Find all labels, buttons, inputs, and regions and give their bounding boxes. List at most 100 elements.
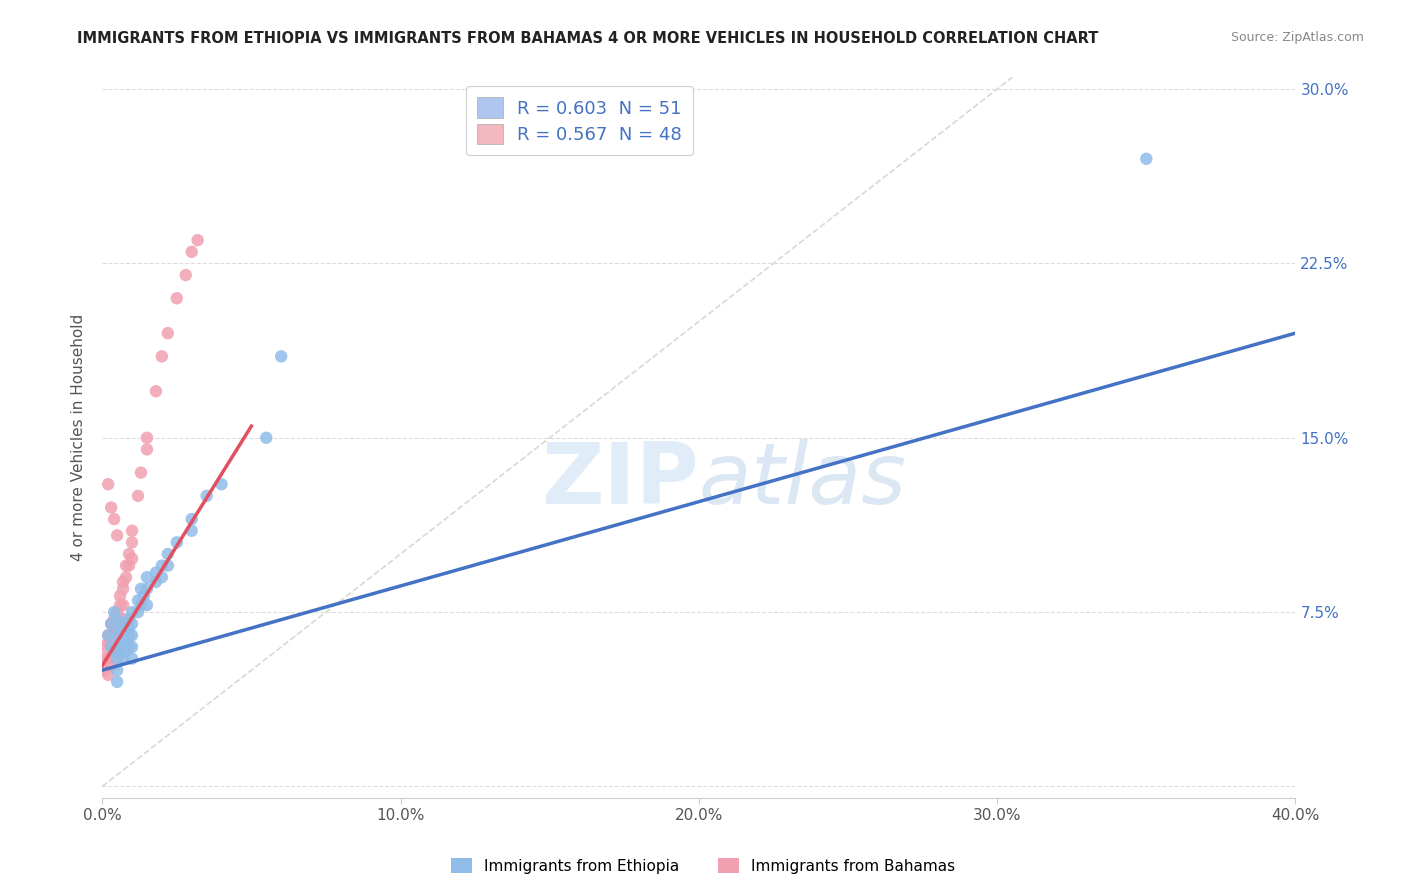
Point xyxy=(115,621,138,635)
Point xyxy=(180,244,202,259)
Point xyxy=(97,628,120,642)
Legend: R = 0.603  N = 51, R = 0.567  N = 48: R = 0.603 N = 51, R = 0.567 N = 48 xyxy=(467,87,693,155)
Point xyxy=(97,635,120,649)
Point xyxy=(105,628,128,642)
Point xyxy=(156,326,179,340)
Point xyxy=(112,574,135,589)
Point xyxy=(103,612,125,626)
Point xyxy=(105,528,128,542)
Point xyxy=(121,651,143,665)
Point xyxy=(121,524,143,538)
Point xyxy=(132,589,155,603)
Point xyxy=(112,582,135,596)
Point xyxy=(1135,152,1157,166)
Point xyxy=(150,570,173,584)
Point xyxy=(187,233,209,247)
Point xyxy=(100,640,122,654)
Point xyxy=(270,350,292,364)
Point xyxy=(211,477,233,491)
Point xyxy=(118,628,141,642)
Point xyxy=(100,616,122,631)
Point xyxy=(174,268,197,282)
Point xyxy=(108,645,131,659)
Point xyxy=(108,612,131,626)
Point xyxy=(108,621,131,635)
Point xyxy=(105,616,128,631)
Point xyxy=(112,651,135,665)
Point xyxy=(115,635,138,649)
Point xyxy=(145,574,167,589)
Point xyxy=(127,489,149,503)
Point xyxy=(121,551,143,566)
Point xyxy=(136,570,159,584)
Point xyxy=(105,645,128,659)
Point xyxy=(94,663,117,677)
Point xyxy=(145,566,167,580)
Point xyxy=(108,589,131,603)
Point xyxy=(105,605,128,619)
Point xyxy=(127,605,149,619)
Point xyxy=(100,628,122,642)
Point xyxy=(105,663,128,677)
Point xyxy=(136,598,159,612)
Point xyxy=(112,598,135,612)
Point xyxy=(103,635,125,649)
Point xyxy=(180,524,202,538)
Point xyxy=(121,535,143,549)
Point xyxy=(103,512,125,526)
Point xyxy=(100,658,122,673)
Point xyxy=(118,621,141,635)
Point xyxy=(115,645,138,659)
Text: atlas: atlas xyxy=(699,440,907,523)
Point xyxy=(156,558,179,573)
Text: IMMIGRANTS FROM ETHIOPIA VS IMMIGRANTS FROM BAHAMAS 4 OR MORE VEHICLES IN HOUSEH: IMMIGRANTS FROM ETHIOPIA VS IMMIGRANTS F… xyxy=(77,31,1098,46)
Point xyxy=(166,535,188,549)
Point xyxy=(254,431,277,445)
Y-axis label: 4 or more Vehicles in Household: 4 or more Vehicles in Household xyxy=(72,314,86,561)
Point xyxy=(150,350,173,364)
Point xyxy=(118,547,141,561)
Point xyxy=(112,640,135,654)
Point xyxy=(136,582,159,596)
Point xyxy=(118,558,141,573)
Point xyxy=(136,442,159,457)
Legend: Immigrants from Ethiopia, Immigrants from Bahamas: Immigrants from Ethiopia, Immigrants fro… xyxy=(444,852,962,880)
Point xyxy=(112,616,135,631)
Point xyxy=(121,605,143,619)
Point xyxy=(100,616,122,631)
Point xyxy=(108,635,131,649)
Point xyxy=(100,640,122,654)
Text: Source: ZipAtlas.com: Source: ZipAtlas.com xyxy=(1230,31,1364,45)
Point xyxy=(112,612,135,626)
Point xyxy=(97,651,120,665)
Point xyxy=(100,500,122,515)
Point xyxy=(105,612,128,626)
Point xyxy=(97,628,120,642)
Point xyxy=(115,570,138,584)
Point xyxy=(103,651,125,665)
Point xyxy=(97,668,120,682)
Point xyxy=(103,621,125,635)
Point xyxy=(105,628,128,642)
Point xyxy=(136,431,159,445)
Point xyxy=(105,651,128,665)
Point xyxy=(112,628,135,642)
Point xyxy=(129,466,152,480)
Point xyxy=(145,384,167,399)
Point xyxy=(121,616,143,631)
Point xyxy=(127,593,149,607)
Point xyxy=(180,512,202,526)
Point xyxy=(129,598,152,612)
Point xyxy=(97,477,120,491)
Point xyxy=(150,558,173,573)
Point xyxy=(103,645,125,659)
Point xyxy=(105,674,128,689)
Point xyxy=(129,582,152,596)
Point xyxy=(156,547,179,561)
Point xyxy=(94,640,117,654)
Point xyxy=(195,489,218,503)
Point xyxy=(94,651,117,665)
Point xyxy=(118,640,141,654)
Point xyxy=(121,640,143,654)
Point xyxy=(166,291,188,305)
